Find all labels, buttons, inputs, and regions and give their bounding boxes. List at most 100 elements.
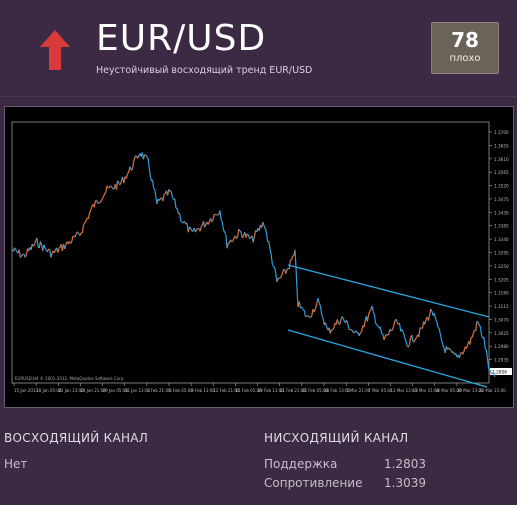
- price-segment: [70, 241, 73, 244]
- price-segment: [273, 266, 276, 269]
- price-segment: [333, 322, 336, 329]
- time-tick-label: 19 Feb 13:00: [258, 388, 285, 393]
- price-segment: [190, 228, 193, 232]
- time-tick-label: 1 Feb 21:00: [147, 388, 171, 393]
- price-segment: [240, 232, 243, 239]
- price-segment: [130, 168, 133, 171]
- price-segment: [117, 180, 120, 184]
- price-segment: [83, 222, 86, 225]
- price-segment: [226, 243, 229, 249]
- price-segment: [149, 175, 152, 181]
- price-segment: [53, 249, 57, 254]
- price-segment: [488, 368, 491, 371]
- price-segment: [219, 210, 222, 221]
- time-tick-label: 22 Jan 13:00: [58, 388, 84, 393]
- price-segment: [279, 277, 281, 279]
- price-segment: [34, 240, 37, 245]
- price-segment: [168, 189, 171, 192]
- price-segment: [390, 329, 393, 332]
- price-segment: [119, 181, 122, 185]
- price-segment: [295, 267, 298, 290]
- price-segment: [442, 344, 445, 349]
- resistance-label: Сопротивление: [264, 476, 363, 490]
- price-segment: [207, 221, 210, 225]
- ascending-channel-title: ВОСХОДЯЩИЙ КАНАЛ: [4, 431, 149, 445]
- price-segment: [348, 328, 351, 331]
- price-segment: [471, 332, 475, 338]
- price-segment: [319, 306, 323, 316]
- price-segment: [153, 187, 156, 190]
- price-segment: [180, 220, 183, 223]
- price-segment: [81, 224, 85, 233]
- header: EUR/USD Неустойчивый восходящий тренд EU…: [0, 0, 517, 97]
- ascending-channel-value: Нет: [4, 457, 28, 471]
- price-segment: [131, 161, 135, 170]
- price-segment: [199, 226, 202, 232]
- price-segment: [102, 193, 106, 197]
- price-segment: [405, 340, 408, 346]
- price-segment: [211, 219, 214, 223]
- score-value: 78: [451, 28, 479, 52]
- price-segment: [321, 314, 324, 319]
- price-chart: 1.3700 1.3655 1.3610 1.3565 1.3520 1.3475 1.34…: [4, 106, 514, 408]
- price-segment: [336, 319, 340, 324]
- price-segment: [123, 176, 126, 184]
- time-tick-label: 29 Jan 05:00: [103, 388, 129, 393]
- price-segment: [25, 248, 29, 255]
- price-segment: [350, 328, 353, 332]
- price-segment: [44, 247, 47, 251]
- time-tick-label: 31 Jan 13:00: [125, 388, 151, 393]
- price-segment: [221, 222, 225, 231]
- price-segment: [224, 231, 227, 235]
- price-tick-label: 1.2935: [494, 358, 509, 363]
- price-segment: [395, 318, 398, 323]
- price-segment: [483, 337, 486, 349]
- price-segment: [225, 234, 228, 249]
- price-segment: [296, 289, 299, 308]
- price-segment: [475, 321, 478, 332]
- current-price-tag: [490, 368, 512, 375]
- price-segment: [339, 319, 342, 325]
- price-segment: [292, 254, 295, 257]
- price-tick-label: 1.3700: [494, 130, 509, 135]
- price-segment: [314, 303, 318, 309]
- time-tick-label: 22 Mar 21:00: [479, 388, 506, 393]
- price-segment: [301, 306, 304, 310]
- price-segment: [15, 249, 18, 253]
- price-segment: [353, 331, 355, 334]
- price-segment: [158, 198, 162, 201]
- price-segment: [300, 306, 302, 309]
- price-segment: [313, 308, 317, 313]
- support-label: Поддержка: [264, 457, 338, 471]
- price-segment: [126, 171, 130, 175]
- price-segment: [437, 327, 440, 330]
- price-segment: [262, 221, 265, 226]
- arrow-up-icon: [40, 30, 70, 70]
- price-segment: [303, 310, 307, 317]
- currency-pair-title: EUR/USD: [96, 18, 267, 59]
- price-tick-label: 1.3655: [494, 143, 509, 148]
- price-segment: [133, 156, 136, 162]
- price-segment: [13, 247, 17, 250]
- price-segment: [231, 240, 234, 243]
- price-segment: [429, 308, 432, 316]
- price-segment: [476, 320, 479, 323]
- price-segment: [21, 254, 24, 257]
- price-segment: [427, 315, 431, 321]
- price-segment: [265, 232, 269, 242]
- price-segment: [414, 337, 417, 340]
- price-segment: [39, 241, 43, 246]
- price-segment: [324, 322, 328, 328]
- price-segment: [239, 230, 242, 233]
- price-tick-label: 1.3115: [494, 304, 509, 309]
- price-segment: [478, 324, 481, 328]
- price-segment: [286, 267, 289, 270]
- price-segment: [197, 227, 200, 230]
- price-segment: [421, 321, 425, 329]
- price-segment: [222, 229, 226, 233]
- price-segment: [170, 191, 173, 198]
- price-segment: [493, 371, 496, 377]
- price-segment: [387, 333, 390, 336]
- price-segment: [379, 326, 383, 334]
- price-segment: [71, 236, 74, 242]
